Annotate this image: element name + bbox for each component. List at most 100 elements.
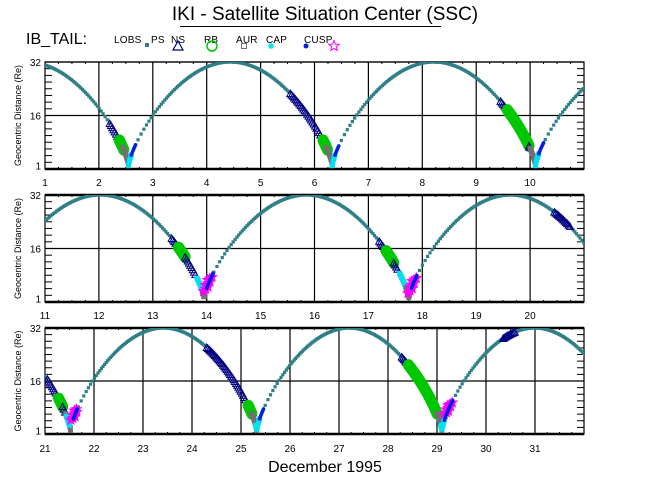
data-point-lobs <box>235 235 239 239</box>
x-tick-label: 26 <box>284 444 296 455</box>
legend-symbol-ns <box>206 40 218 52</box>
data-point-lobs <box>428 251 432 255</box>
data-point-lobs <box>227 245 231 250</box>
y-tick-label: 32 <box>30 191 42 202</box>
data-point-lobs <box>364 224 368 228</box>
data-point-lobs <box>374 236 378 240</box>
data-point-ps <box>506 329 516 338</box>
data-point-lobs <box>573 95 578 99</box>
data-point-cap <box>133 143 138 147</box>
data-point-lobs <box>357 110 361 114</box>
data-point-lobs <box>367 228 372 232</box>
data-point-lobs <box>363 102 367 107</box>
data-point-lobs <box>563 107 567 112</box>
data-point-lobs <box>572 96 576 101</box>
panel-3: 21 22 23 24 25 26 27 28 29 30 31 1 16 32 Geocentric Di… <box>13 324 585 455</box>
x-tick-label: 2 <box>96 178 102 189</box>
legend-label-ps: PS <box>151 35 165 46</box>
data-point-lobs <box>574 232 579 236</box>
data-point-lobs <box>353 116 357 120</box>
x-tick-label: 16 <box>309 311 321 322</box>
x-tick-label: 12 <box>93 311 105 322</box>
legend-label-cap: CAP <box>266 35 288 46</box>
data-point-lobs <box>99 109 103 113</box>
data-point-lobs <box>281 373 285 377</box>
legend-symbol-cap <box>303 43 309 49</box>
data-point-aur <box>329 163 335 169</box>
data-point-lobs <box>445 228 449 232</box>
data-point-lobs <box>573 230 577 234</box>
x-tick-label: 30 <box>480 444 492 455</box>
data-point-lobs <box>420 263 425 267</box>
data-point-lobs <box>85 92 89 96</box>
data-point-lobs <box>440 234 444 239</box>
data-point-lobs <box>339 138 343 143</box>
data-point-lobs <box>369 230 373 234</box>
data-point-lobs <box>92 376 97 380</box>
data-point-cap <box>211 271 215 276</box>
data-point-lobs <box>561 110 565 114</box>
data-point-lobs <box>442 232 446 236</box>
data-point-lobs <box>220 255 224 260</box>
y-axis-label: Geocentric Distance (Re) <box>13 198 23 299</box>
data-point-lobs <box>238 231 243 235</box>
data-point-lobs <box>101 112 105 116</box>
y-tick-label: 1 <box>35 162 41 173</box>
data-point-lobs <box>96 371 100 375</box>
legend-symbol-ps <box>171 39 185 51</box>
y-axis-label: Geocentric Distance (Re) <box>13 330 23 431</box>
data-point-lobs <box>225 248 229 253</box>
data-point-lobs <box>581 86 584 91</box>
data-point-lobs <box>477 358 481 363</box>
legend-glyphs <box>145 39 341 52</box>
data-point-aur <box>532 163 538 169</box>
y-axis-label: Geocentric Distance (Re) <box>13 65 23 166</box>
data-point-rb <box>67 428 73 434</box>
data-point-lobs <box>275 381 279 385</box>
legend-symbol-rb <box>241 43 247 49</box>
data-point-lobs <box>426 254 430 259</box>
data-point-lobs <box>107 121 112 125</box>
legend-label-aur: AUR <box>236 35 258 46</box>
data-point-lobs <box>436 239 441 243</box>
data-point-lobs <box>348 123 352 127</box>
x-tick-label: 7 <box>366 178 372 189</box>
x-tick-label: 9 <box>473 178 479 189</box>
data-point-lobs <box>399 354 403 359</box>
x-axis-title: December 1995 <box>268 459 382 476</box>
x-tick-label: 13 <box>147 311 159 322</box>
data-point-lobs <box>293 356 298 361</box>
data-point-lobs <box>233 237 237 242</box>
data-point-lobs <box>371 232 375 236</box>
data-point-lobs <box>342 133 347 137</box>
data-point-cap <box>336 144 341 148</box>
data-point-lobs <box>292 358 296 362</box>
data-point-lobs <box>355 113 359 117</box>
data-point-lobs <box>88 96 93 100</box>
chart-title: IKI - Satellite Situation Center (SSC) <box>171 4 479 25</box>
data-point-lobs <box>368 96 372 100</box>
data-point-aur <box>126 163 132 169</box>
x-tick-label: 24 <box>186 444 198 455</box>
data-point-lobs <box>103 115 107 119</box>
data-point-lobs <box>82 394 86 398</box>
data-point-lobs <box>434 242 439 246</box>
data-point-lobs <box>456 389 460 393</box>
data-point-lobs <box>494 94 498 98</box>
data-point-lobs <box>444 230 448 234</box>
data-point-lobs <box>554 119 558 123</box>
data-point-lobs <box>106 359 110 363</box>
data-point-lobs <box>583 353 584 357</box>
x-tick-label: 31 <box>529 444 541 455</box>
data-point-lobs <box>366 226 370 230</box>
x-tick-label: 27 <box>333 444 345 455</box>
satellite-label: IB_TAIL: <box>26 31 88 48</box>
x-tick-label: 3 <box>150 178 156 189</box>
data-point-lobs <box>472 364 477 368</box>
data-point-lobs <box>159 102 163 106</box>
data-point-lobs <box>458 385 462 389</box>
data-point-ps <box>508 328 517 337</box>
x-tick-label: 29 <box>431 444 443 455</box>
data-point-lobs <box>97 106 101 111</box>
data-point-lobs <box>79 399 83 403</box>
